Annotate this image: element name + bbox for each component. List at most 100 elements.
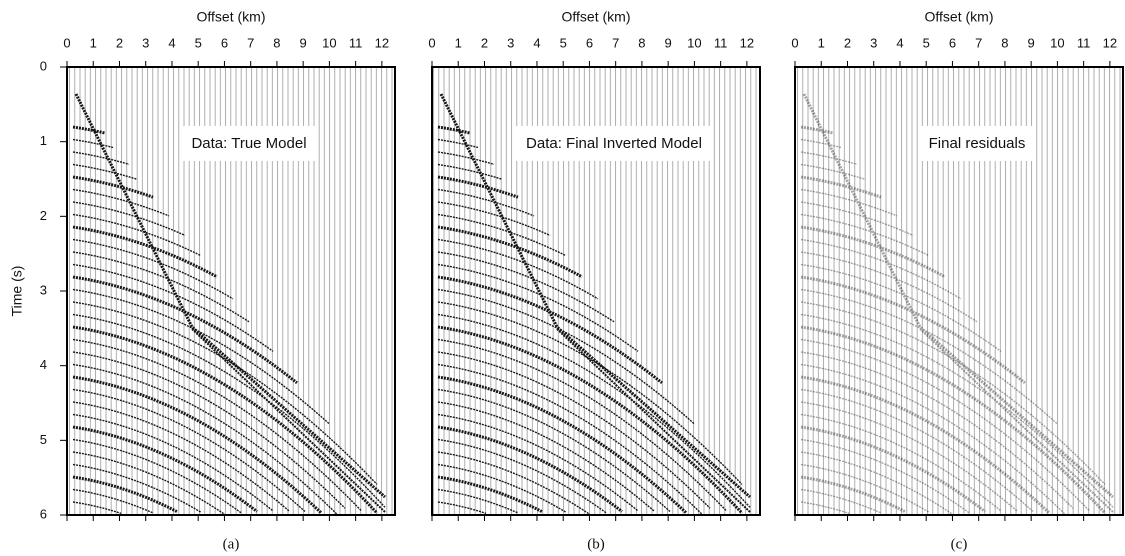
x-tick-label: 9 bbox=[1028, 35, 1035, 50]
y-tick-label: 1 bbox=[40, 133, 47, 148]
annotation: Final residuals bbox=[929, 135, 1026, 152]
x-tick-label: 7 bbox=[612, 35, 619, 50]
event bbox=[800, 251, 978, 323]
first-arrival bbox=[556, 328, 751, 513]
wavefield bbox=[72, 93, 386, 516]
event bbox=[800, 438, 970, 514]
x-tick-label: 6 bbox=[586, 35, 593, 50]
x-tick-label: 6 bbox=[221, 35, 228, 50]
event bbox=[72, 263, 274, 352]
wavefield bbox=[800, 93, 1114, 516]
event bbox=[72, 375, 323, 514]
x-tick-label: 0 bbox=[63, 35, 70, 50]
event bbox=[72, 413, 274, 512]
event bbox=[800, 425, 986, 513]
event bbox=[437, 463, 567, 513]
event bbox=[437, 201, 551, 236]
event bbox=[800, 238, 962, 300]
x-tick-label: 11 bbox=[714, 35, 728, 50]
event bbox=[72, 238, 234, 300]
x-tick-label: 9 bbox=[665, 35, 672, 50]
event bbox=[437, 413, 639, 512]
event bbox=[800, 301, 1106, 485]
event bbox=[800, 413, 1002, 512]
event bbox=[72, 213, 202, 257]
x-tick-label: 7 bbox=[247, 35, 254, 50]
annotation-box bbox=[516, 125, 712, 161]
x-tick-label: 4 bbox=[896, 35, 903, 50]
event bbox=[72, 288, 330, 425]
x-tick-label: 8 bbox=[273, 35, 280, 50]
event bbox=[72, 338, 362, 511]
event bbox=[72, 138, 114, 149]
event bbox=[800, 288, 1058, 425]
event bbox=[800, 263, 1002, 352]
event bbox=[437, 313, 751, 508]
x-tick-label: 8 bbox=[638, 35, 645, 50]
event bbox=[72, 201, 186, 236]
x-tick-label: 12 bbox=[1103, 35, 1117, 50]
x-tick-label: 2 bbox=[481, 35, 488, 50]
event bbox=[437, 251, 615, 323]
y-tick-label: 6 bbox=[40, 506, 47, 521]
y-tick-label: 4 bbox=[40, 357, 47, 372]
event bbox=[437, 388, 671, 513]
x-tick-label: 2 bbox=[844, 35, 851, 50]
x-tick-label: 1 bbox=[818, 35, 825, 50]
event bbox=[800, 388, 1034, 513]
plot-frame bbox=[794, 66, 1124, 516]
event bbox=[72, 225, 218, 279]
annotation-box bbox=[918, 125, 1036, 161]
event bbox=[72, 313, 386, 508]
event bbox=[72, 301, 378, 485]
event bbox=[800, 275, 1026, 385]
event bbox=[437, 263, 639, 352]
event bbox=[800, 325, 1107, 515]
event bbox=[437, 325, 744, 515]
event bbox=[800, 501, 850, 515]
event bbox=[437, 225, 583, 279]
event bbox=[800, 451, 954, 516]
panel-caption: (c) bbox=[951, 536, 968, 552]
event bbox=[72, 151, 130, 165]
event bbox=[437, 475, 543, 513]
event bbox=[800, 475, 906, 513]
event bbox=[437, 151, 495, 165]
event bbox=[437, 175, 519, 199]
x-tick-label: 9 bbox=[300, 35, 307, 50]
event bbox=[800, 338, 1090, 511]
x-tick-label: 4 bbox=[533, 35, 540, 50]
event bbox=[72, 463, 202, 513]
event bbox=[437, 451, 591, 516]
x-tick-label: 0 bbox=[791, 35, 798, 50]
event bbox=[72, 475, 178, 513]
x-axis-label: Offset (km) bbox=[562, 9, 631, 25]
event bbox=[437, 425, 623, 513]
event bbox=[72, 188, 170, 217]
event bbox=[437, 125, 471, 135]
event bbox=[437, 488, 519, 514]
event bbox=[800, 138, 842, 149]
event bbox=[800, 363, 1066, 515]
event bbox=[72, 501, 122, 515]
event bbox=[800, 463, 930, 513]
x-tick-label: 10 bbox=[322, 35, 336, 50]
event bbox=[72, 175, 154, 199]
y-tick-label: 0 bbox=[40, 58, 47, 73]
event bbox=[800, 175, 882, 199]
x-tick-label: 6 bbox=[949, 35, 956, 50]
y-tick-label: 2 bbox=[40, 208, 47, 223]
wavefield bbox=[437, 93, 751, 516]
event bbox=[800, 163, 866, 180]
annotation-box bbox=[181, 125, 317, 161]
event bbox=[72, 125, 106, 135]
event bbox=[72, 425, 258, 513]
event bbox=[800, 351, 1074, 509]
x-tick-label: 10 bbox=[1050, 35, 1064, 50]
event bbox=[437, 401, 655, 512]
event bbox=[800, 188, 898, 217]
panel-caption: (b) bbox=[587, 536, 605, 552]
